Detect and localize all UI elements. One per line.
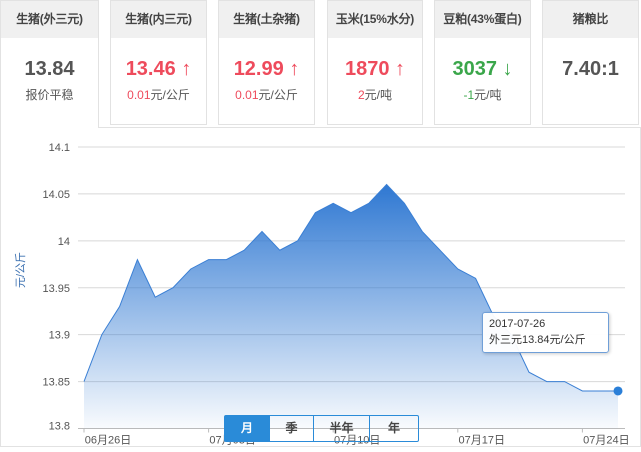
value-text: 3037 [452, 58, 497, 80]
arrow-up-icon: ↑ [181, 58, 192, 80]
period-quarter-button[interactable]: 季 [269, 416, 313, 441]
y-tick-label: 13.85 [42, 377, 70, 389]
price-card[interactable]: 生猪(外三元) 13.84 报价平稳 [0, 0, 99, 128]
card-value: 13.46 ↑ [111, 56, 206, 82]
price-card[interactable]: 生猪(内三元) 13.46 ↑ 0.01元/公斤 [110, 0, 207, 125]
y-tick-label: 13.95 [42, 283, 70, 295]
change-value: 0.01 [235, 88, 259, 102]
price-card[interactable]: 豆粕(43%蛋白) 3037 ↓ -1元/吨 [434, 0, 531, 125]
price-card[interactable]: 玉米(15%水分) 1870 ↑ 2元/吨 [327, 0, 423, 125]
y-tick-label: 14.1 [49, 142, 70, 154]
y-axis-label: 元/公斤 [14, 252, 27, 288]
card-title: 豆粕(43%蛋白) [435, 1, 530, 38]
value-text: 13.46 [125, 58, 176, 80]
arrow-up-icon: ↑ [289, 58, 300, 80]
change-unit: 元/吨 [364, 88, 393, 102]
card-value: 1870 ↑ [328, 56, 422, 82]
change-unit: 元/公斤 [258, 88, 298, 102]
card-title: 猪粮比 [543, 1, 638, 38]
card-change: 0.01元/公斤 [219, 86, 314, 103]
change-value: -1 [463, 88, 475, 102]
card-change: 报价平稳 [25, 88, 74, 102]
area-fill [84, 184, 618, 429]
value-text: 7.40:1 [562, 58, 619, 80]
x-tick-label: 07月24日 [583, 435, 629, 447]
card-change: -1元/吨 [435, 86, 530, 103]
arrow-down-icon: ↓ [502, 58, 513, 80]
y-tick-label: 13.8 [49, 421, 70, 433]
tooltip-text: 外三元13.84元/公斤 [489, 334, 586, 346]
price-card[interactable]: 猪粮比 7.40:1 [542, 0, 639, 125]
y-tick-label: 13.9 [49, 330, 70, 342]
x-tick-label: 07月10日 [334, 435, 380, 447]
card-change: 2元/吨 [328, 86, 422, 103]
change-value: 2 [357, 88, 365, 102]
chart-tooltip: 2017-07-26 外三元13.84元/公斤 [482, 312, 609, 353]
tooltip-date: 2017-07-26 [489, 318, 546, 330]
card-value: 7.40:1 [543, 56, 638, 82]
x-tick-label: 06月26日 [85, 435, 131, 447]
card-title: 生猪(内三元) [111, 1, 206, 38]
period-month-button[interactable]: 月 [225, 416, 269, 441]
x-tick-label: 07月17日 [459, 435, 505, 447]
y-tick-label: 14 [58, 236, 70, 248]
card-value: 3037 ↓ [435, 56, 530, 82]
change-unit: 元/吨 [474, 88, 502, 102]
data-point [613, 386, 623, 396]
period-half-year-button[interactable]: 半年 [313, 416, 369, 441]
value-text: 13.84 [24, 58, 75, 80]
panel-border [98, 127, 641, 128]
value-text: 12.99 [233, 58, 284, 80]
card-change: 0.01元/公斤 [111, 86, 206, 103]
card-value: 13.84 [1, 56, 98, 82]
period-selector: 月 季 半年 年 [224, 415, 419, 442]
change-value: 0.01 [127, 88, 151, 102]
card-title: 生猪(外三元) [1, 1, 98, 38]
arrow-up-icon: ↑ [395, 58, 406, 80]
series-line [83, 183, 618, 392]
card-value: 12.99 ↑ [219, 56, 314, 82]
card-title: 生猪(土杂猪) [219, 1, 314, 38]
card-title: 玉米(15%水分) [328, 1, 422, 38]
price-card[interactable]: 生猪(土杂猪) 12.99 ↑ 0.01元/公斤 [218, 0, 315, 125]
value-text: 1870 [344, 58, 390, 80]
period-year-button[interactable]: 年 [369, 416, 418, 441]
change-unit: 元/公斤 [150, 88, 190, 102]
y-tick-label: 14.05 [42, 189, 70, 201]
